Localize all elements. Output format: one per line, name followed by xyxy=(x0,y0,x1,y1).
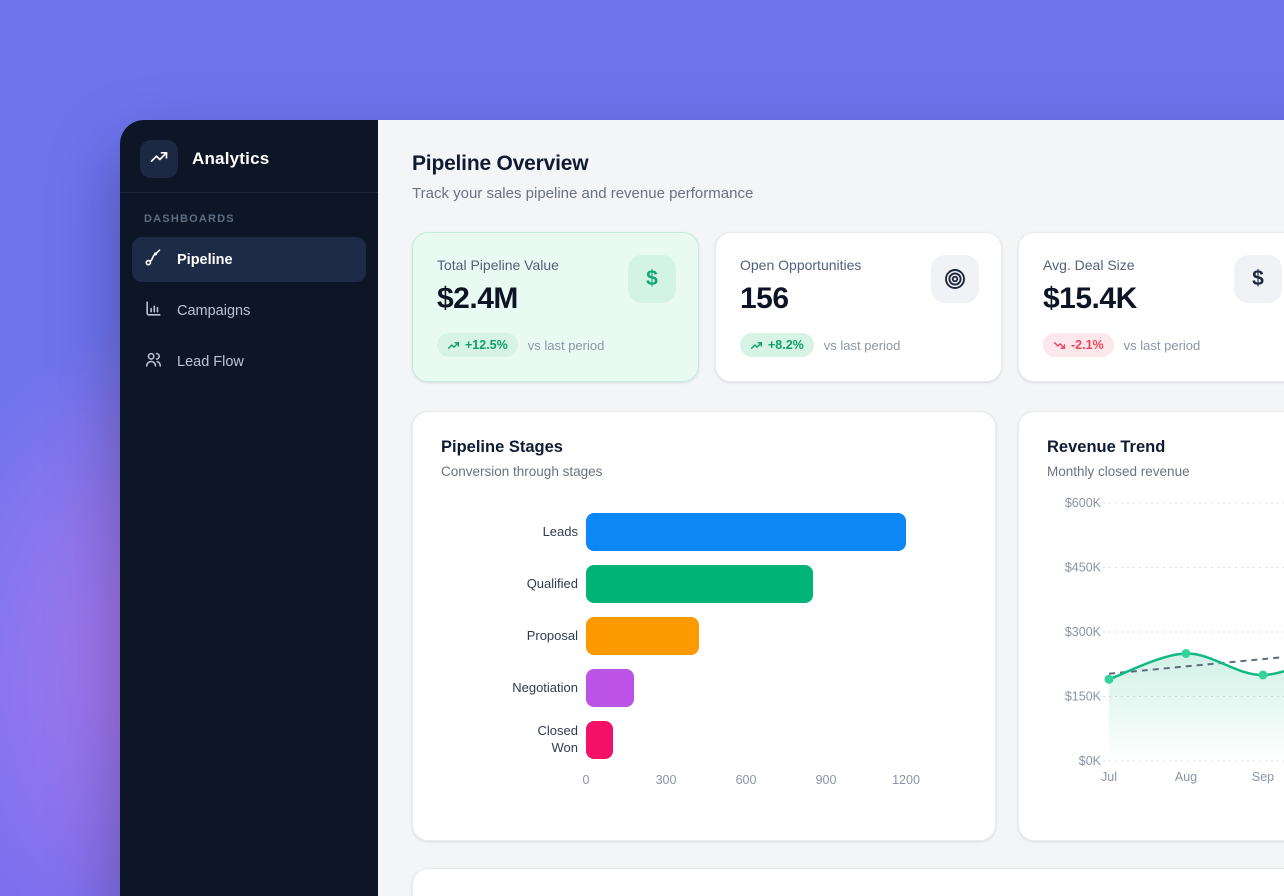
x-axis-label: Jul xyxy=(1101,770,1117,784)
y-axis-label: $0K xyxy=(1079,754,1102,768)
x-axis-label: Aug xyxy=(1175,770,1197,784)
stage-bar xyxy=(586,513,906,551)
page-subtitle: Track your sales pipeline and revenue pe… xyxy=(412,185,754,202)
kpi-label: Avg. Deal Size xyxy=(1043,257,1135,273)
pipeline-stages-bar-chart: Leads Qualified Proposal Negotiation Closed … xyxy=(441,513,967,759)
kpi-delta: -2.1% xyxy=(1071,338,1104,352)
stage-label: Negotiation xyxy=(512,679,578,695)
trend-dashed-line xyxy=(1108,656,1284,675)
stage-row: Closed Won xyxy=(441,721,967,759)
kpi-compare-label: vs last period xyxy=(1123,337,1201,353)
brand-row: Analytics xyxy=(132,134,366,192)
dollar-icon: $ xyxy=(628,255,676,303)
chart-title: Pipeline Stages xyxy=(441,438,563,456)
x-axis-tick: 300 xyxy=(655,773,677,787)
chart-subtitle: Monthly closed revenue xyxy=(1047,464,1190,479)
kpi-label: Total Pipeline Value xyxy=(437,257,559,273)
route-icon xyxy=(144,248,163,271)
data-point xyxy=(1181,649,1191,658)
sidebar-item-campaigns[interactable]: Campaigns xyxy=(132,288,366,333)
x-axis-label: Sep xyxy=(1252,770,1274,784)
bottom-card-partial xyxy=(412,868,1284,896)
sidebar-item-lead-flow[interactable]: Lead Flow xyxy=(132,339,366,384)
trending-up-icon xyxy=(149,147,169,172)
x-axis-tick: 900 xyxy=(815,773,837,787)
kpi-label: Open Opportunities xyxy=(740,257,862,273)
sidebar-item-label: Lead Flow xyxy=(177,353,244,370)
x-axis-tick: 0 xyxy=(582,773,590,787)
trending-up-icon xyxy=(447,339,460,352)
page-title: Pipeline Overview xyxy=(412,152,589,175)
x-axis-tick: 600 xyxy=(735,773,757,787)
y-axis-label: $150K xyxy=(1065,690,1102,704)
kpi-delta-badge: +12.5% xyxy=(437,333,518,357)
target-icon xyxy=(931,255,979,303)
stage-bar xyxy=(586,721,613,759)
pipeline-stages-card: Pipeline Stages Conversion through stage… xyxy=(412,411,996,841)
sidebar-section-label: DASHBOARDS xyxy=(144,213,235,225)
x-axis-tick: 1200 xyxy=(892,773,920,787)
stage-row: Negotiation xyxy=(441,669,967,707)
app-window: Analytics DASHBOARDS Pipeline xyxy=(120,120,1284,896)
kpi-delta: +8.2% xyxy=(768,338,804,352)
kpi-card-avg-deal-size: Avg. Deal Size $15.4K -2.1% vs last peri… xyxy=(1018,232,1284,382)
sidebar-item-label: Campaigns xyxy=(177,302,251,319)
kpi-delta-badge: -2.1% xyxy=(1043,333,1114,357)
sidebar-item-pipeline[interactable]: Pipeline xyxy=(132,237,366,282)
stage-bar xyxy=(586,617,700,655)
stage-row: Proposal xyxy=(441,617,967,655)
sidebar-divider xyxy=(120,192,378,193)
bar-track xyxy=(586,617,906,655)
stage-bar xyxy=(586,669,634,707)
bar-chart-x-axis: 0 300 600 900 1200 xyxy=(582,773,920,789)
kpi-compare-label: vs last period xyxy=(823,337,901,353)
revenue-line-chart: $0K $150K $300K $450K $600K Jul Aug Sep xyxy=(1065,496,1284,784)
kpi-compare-label: vs last period xyxy=(527,337,605,353)
stage-row: Leads xyxy=(441,513,967,551)
bar-track xyxy=(586,565,906,603)
kpi-card-total-pipeline-value: Total Pipeline Value $2.4M +12.5% vs las… xyxy=(412,232,699,382)
sidebar-item-label: Pipeline xyxy=(177,251,233,268)
users-icon xyxy=(144,350,163,373)
stage-label: Closed Won xyxy=(537,723,578,755)
stage-label: Qualified xyxy=(526,575,578,591)
charts-row: Pipeline Stages Conversion through stage… xyxy=(412,411,1284,841)
chart-title: Revenue Trend xyxy=(1047,438,1166,456)
kpi-delta-badge: +8.2% xyxy=(740,333,814,357)
sidebar: Analytics DASHBOARDS Pipeline xyxy=(120,120,378,896)
bar-track xyxy=(586,669,906,707)
trending-down-icon xyxy=(1053,339,1066,352)
kpi-card-open-opportunities: Open Opportunities 156 +8.2% vs last per… xyxy=(715,232,1002,382)
kpi-value: $2.4M xyxy=(437,282,518,315)
main-content: Pipeline Overview Track your sales pipel… xyxy=(378,120,1284,896)
app-logo xyxy=(140,140,178,178)
data-point xyxy=(1258,670,1268,680)
bar-chart-icon xyxy=(144,299,163,322)
area-fill xyxy=(1109,653,1284,761)
revenue-trend-card: Revenue Trend Monthly closed revenue $0K… xyxy=(1018,411,1284,841)
y-axis-label: $450K xyxy=(1065,561,1102,575)
stage-label: Proposal xyxy=(526,627,578,643)
bar-track xyxy=(586,513,906,551)
kpi-row: Total Pipeline Value $2.4M +12.5% vs las… xyxy=(412,232,1284,382)
revenue-line xyxy=(1107,652,1284,681)
y-axis-label: $300K xyxy=(1065,625,1102,639)
stage-bar xyxy=(586,565,813,603)
brand-name: Analytics xyxy=(192,149,270,168)
chart-subtitle: Conversion through stages xyxy=(441,464,603,479)
trending-up-icon xyxy=(750,339,763,352)
kpi-value: 156 xyxy=(740,282,789,315)
bar-track xyxy=(586,721,906,759)
dollar-icon: $ xyxy=(1234,255,1282,303)
kpi-delta: +12.5% xyxy=(465,338,508,352)
stage-label: Leads xyxy=(542,523,578,539)
stage-row: Qualified xyxy=(441,565,967,603)
kpi-value: $15.4K xyxy=(1043,282,1137,315)
data-point xyxy=(1104,674,1114,684)
y-axis-label: $600K xyxy=(1065,496,1102,510)
